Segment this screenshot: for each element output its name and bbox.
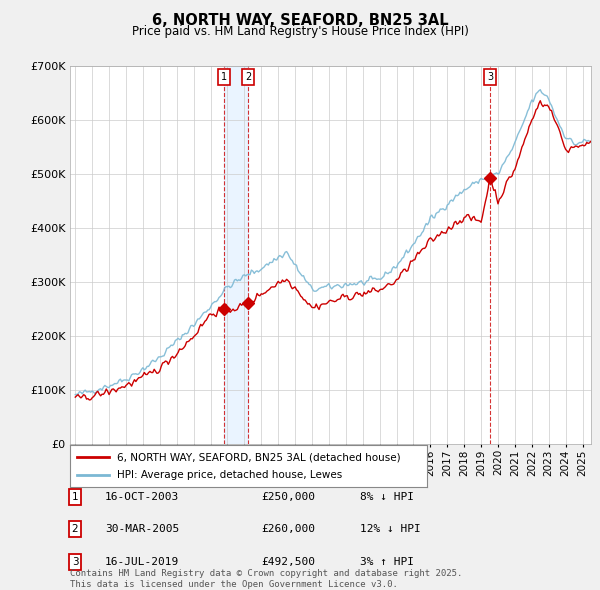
Text: 2: 2 [245, 72, 251, 82]
Text: 3: 3 [71, 557, 79, 566]
Text: 12% ↓ HPI: 12% ↓ HPI [360, 525, 421, 534]
Text: Price paid vs. HM Land Registry's House Price Index (HPI): Price paid vs. HM Land Registry's House … [131, 25, 469, 38]
Text: 8% ↓ HPI: 8% ↓ HPI [360, 492, 414, 502]
Text: 1: 1 [71, 492, 79, 502]
Text: 6, NORTH WAY, SEAFORD, BN25 3AL: 6, NORTH WAY, SEAFORD, BN25 3AL [152, 13, 448, 28]
Text: £492,500: £492,500 [261, 557, 315, 566]
Text: £250,000: £250,000 [261, 492, 315, 502]
Text: HPI: Average price, detached house, Lewes: HPI: Average price, detached house, Lewe… [116, 470, 342, 480]
Text: Contains HM Land Registry data © Crown copyright and database right 2025.
This d: Contains HM Land Registry data © Crown c… [70, 569, 463, 589]
Bar [224, 66, 248, 444]
Text: 3: 3 [487, 72, 493, 82]
Text: 16-JUL-2019: 16-JUL-2019 [105, 557, 179, 566]
Text: 3% ↑ HPI: 3% ↑ HPI [360, 557, 414, 566]
Text: 16-OCT-2003: 16-OCT-2003 [105, 492, 179, 502]
Text: 6, NORTH WAY, SEAFORD, BN25 3AL (detached house): 6, NORTH WAY, SEAFORD, BN25 3AL (detache… [116, 452, 400, 462]
Text: 1: 1 [221, 72, 227, 82]
Text: 2: 2 [71, 525, 79, 534]
Text: £260,000: £260,000 [261, 525, 315, 534]
Text: 30-MAR-2005: 30-MAR-2005 [105, 525, 179, 534]
